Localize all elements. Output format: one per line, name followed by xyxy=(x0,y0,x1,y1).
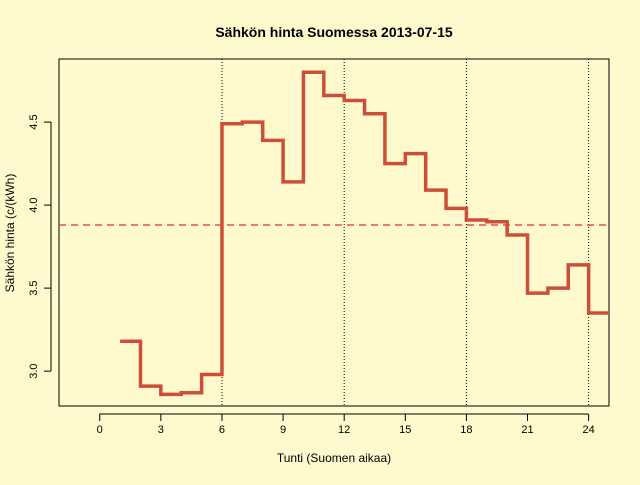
y-tick-label-4: 4.0 xyxy=(28,197,40,212)
x-tick-label-21: 21 xyxy=(521,424,533,436)
y-tick-label-3: 3.0 xyxy=(28,363,40,378)
x-tick-label-15: 15 xyxy=(399,424,411,436)
x-tick-label-18: 18 xyxy=(460,424,472,436)
x-tick-label-6: 6 xyxy=(219,424,225,436)
x-tick-label-0: 0 xyxy=(97,424,103,436)
price-series-line xyxy=(120,72,609,394)
x-axis-label: Tunti (Suomen aikaa) xyxy=(277,451,391,465)
y-tick-label-3.5: 3.5 xyxy=(28,280,40,295)
axis-layer: 0 3 6 9 12 15 18 21 24 3.0 3.5 4.0 4.5 xyxy=(28,114,595,436)
series-layer xyxy=(120,72,609,394)
x-tick-label-9: 9 xyxy=(280,424,286,436)
x-tick-label-12: 12 xyxy=(338,424,350,436)
x-tick-label-3: 3 xyxy=(158,424,164,436)
chart-title: Sähkön hinta Suomessa 2013-07-15 xyxy=(215,24,453,40)
x-tick-label-24: 24 xyxy=(583,424,595,436)
y-axis-label: Sähkön hinta (c/(kWh) xyxy=(3,174,17,293)
y-tick-label-4.5: 4.5 xyxy=(28,114,40,129)
